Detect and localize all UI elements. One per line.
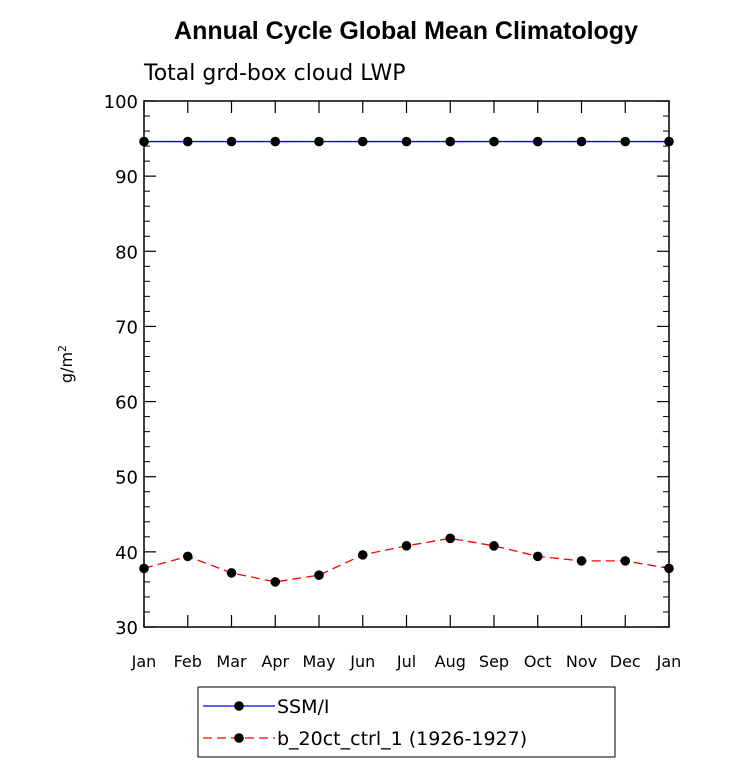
x-tick-label: Jul [396, 652, 416, 671]
x-tick-label: May [302, 652, 335, 671]
x-tick-label: Dec [610, 652, 641, 671]
series-2-point [139, 563, 149, 574]
series-1-point [576, 136, 587, 147]
y-axis-label: g/m2 [56, 345, 76, 383]
y-tick-label: 100 [104, 92, 138, 113]
x-tick-label: Jan [656, 652, 682, 671]
x-tick-label: Feb [174, 652, 202, 671]
series-2-point [620, 556, 631, 566]
x-tick-label: Oct [524, 652, 552, 671]
y-tick-label: 40 [115, 543, 138, 564]
series-1-point [182, 136, 193, 147]
y-tick-label: 60 [115, 393, 138, 414]
x-tick-label: Jan [131, 652, 157, 671]
series-2-point [664, 563, 674, 574]
legend-marker-2 [234, 733, 244, 743]
x-tick-label: Aug [435, 652, 466, 671]
series-2-point [357, 550, 368, 560]
legend-marker-1 [234, 701, 244, 711]
y-tick-label: 30 [115, 618, 138, 639]
x-tick-label: Jun [349, 652, 375, 671]
series-1-point [314, 136, 324, 147]
x-axis: Jan Feb Mar Apr May Jun Jul Aug Sep Oct Nov Dec Jan [131, 101, 682, 671]
series-1-point [357, 136, 368, 147]
legend-label-2: b_20ct_ctrl_1 (1926-1927) [277, 728, 527, 750]
series-1-point [139, 136, 149, 147]
series-2-point [314, 570, 324, 580]
chart-subtitle: Total grd-box cloud LWP [143, 61, 406, 86]
series-1-point [226, 136, 237, 147]
series-2-point [445, 533, 456, 544]
y-tick-label: 80 [115, 242, 138, 263]
series-1-point [620, 136, 631, 147]
series-2-point [489, 541, 499, 551]
series-1-point [532, 136, 543, 147]
series-1-point [664, 136, 674, 147]
x-tick-label: Nov [566, 652, 597, 671]
chart-title: Annual Cycle Global Mean Climatology [174, 17, 638, 45]
series-2-point [532, 551, 543, 562]
x-tick-label: Mar [216, 652, 247, 671]
y-tick-label: 50 [115, 468, 138, 489]
x-tick-label: Sep [479, 652, 509, 671]
y-axis-label-superscript: 2 [56, 345, 69, 352]
series-1-point [270, 136, 281, 147]
legend-label-1: SSM/I [277, 696, 330, 718]
y-tick-label: 70 [115, 317, 138, 338]
series-2-point [270, 577, 281, 587]
series-1-point [445, 136, 456, 147]
series-2-point [401, 541, 412, 551]
series-2-point [182, 551, 193, 562]
y-axis-label-text: g/m [57, 352, 76, 383]
series-1-point [401, 136, 412, 147]
series-2-point [576, 556, 587, 566]
series-1-point [489, 136, 499, 147]
legend: SSM/I b_20ct_ctrl_1 (1926-1927) [203, 696, 527, 750]
series-layer [139, 136, 674, 587]
series-2-point [226, 568, 237, 578]
y-tick-label: 90 [115, 167, 138, 188]
legend-box [197, 686, 616, 758]
x-tick-label: Apr [261, 652, 289, 671]
